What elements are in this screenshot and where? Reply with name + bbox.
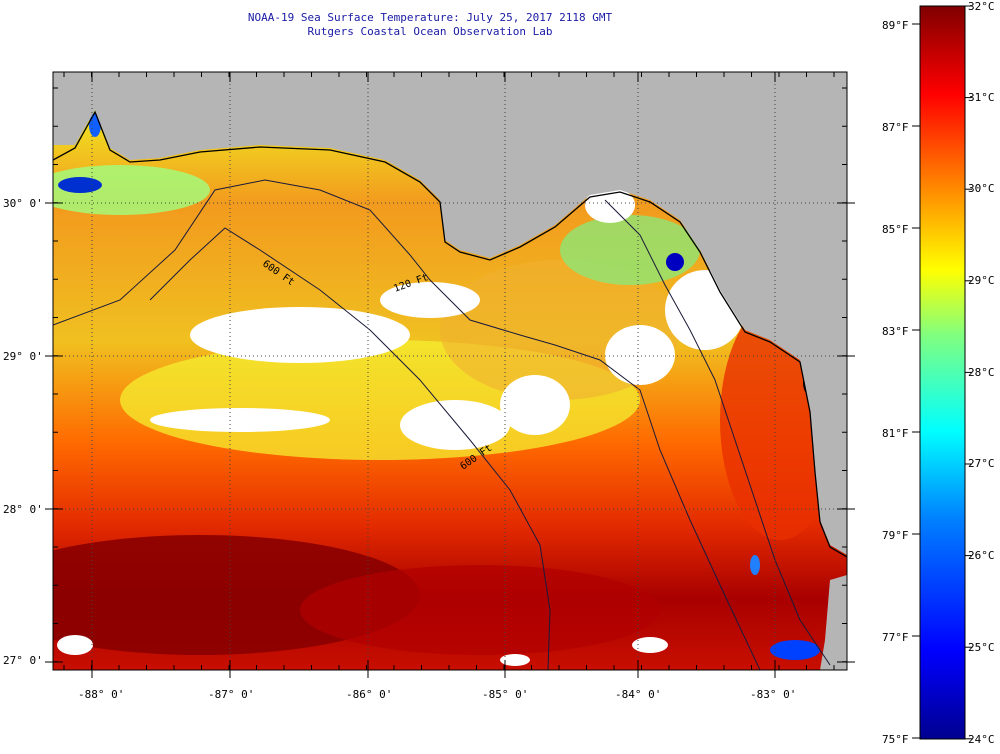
colorbar-c-label: 25°C [968, 641, 995, 654]
contour-120ft [53, 179, 761, 670]
contour-600ft [149, 227, 551, 670]
colorbar-f-label: 79°F [882, 529, 909, 542]
contour-inner [604, 199, 831, 666]
map-title: NOAA-19 Sea Surface Temperature: July 25… [247, 11, 613, 24]
lon-label: -87° 0' [208, 688, 255, 701]
colorbar-c-label: 30°C [968, 182, 995, 195]
lon-label: -85° 0' [482, 688, 529, 701]
coastline [53, 110, 847, 558]
colorbar-f-label: 81°F [882, 427, 909, 440]
cool-water-region [53, 165, 210, 215]
colorbar-c-label: 27°C [968, 457, 995, 470]
graticule [53, 72, 847, 670]
lon-label: -86° 0' [346, 688, 393, 701]
colorbar-c-label: 29°C [968, 274, 995, 287]
colorbar-c-label: 32°C [968, 0, 995, 13]
lon-label: -84° 0' [615, 688, 662, 701]
colorbar-c-label: 24°C [968, 733, 995, 746]
cold-water-patches [58, 113, 820, 660]
axis-ticks [45, 72, 855, 678]
colorbar [919, 5, 966, 740]
land-mass [53, 72, 847, 555]
map-subtitle: Rutgers Coastal Ocean Observation Lab [307, 25, 553, 38]
colorbar-f-label: 75°F [882, 733, 909, 746]
cool-water-region [560, 215, 700, 285]
lon-label: -88° 0' [78, 688, 125, 701]
colorbar-f-label: 77°F [882, 631, 909, 644]
lon-label: -83° 0' [750, 688, 797, 701]
colorbar-ticks [912, 5, 972, 740]
land-mass [820, 575, 847, 670]
colorbar-c-label: 31°C [968, 91, 995, 104]
warm-water-region [300, 565, 660, 655]
colorbar-f-label: 83°F [882, 325, 909, 338]
colorbar-f-label: 89°F [882, 19, 909, 32]
lat-label: 28° 0' [3, 503, 43, 516]
map-frame [52, 71, 848, 671]
colorbar-c-label: 28°C [968, 366, 995, 379]
colorbar-f-label: 85°F [882, 223, 909, 236]
colorbar-f-label: 87°F [882, 121, 909, 134]
colorbar-c-label: 26°C [968, 549, 995, 562]
lat-label: 27° 0' [3, 654, 43, 667]
cloud-mask [57, 187, 745, 666]
lat-label: 30° 0' [3, 197, 43, 210]
lat-label: 29° 0' [3, 350, 43, 363]
